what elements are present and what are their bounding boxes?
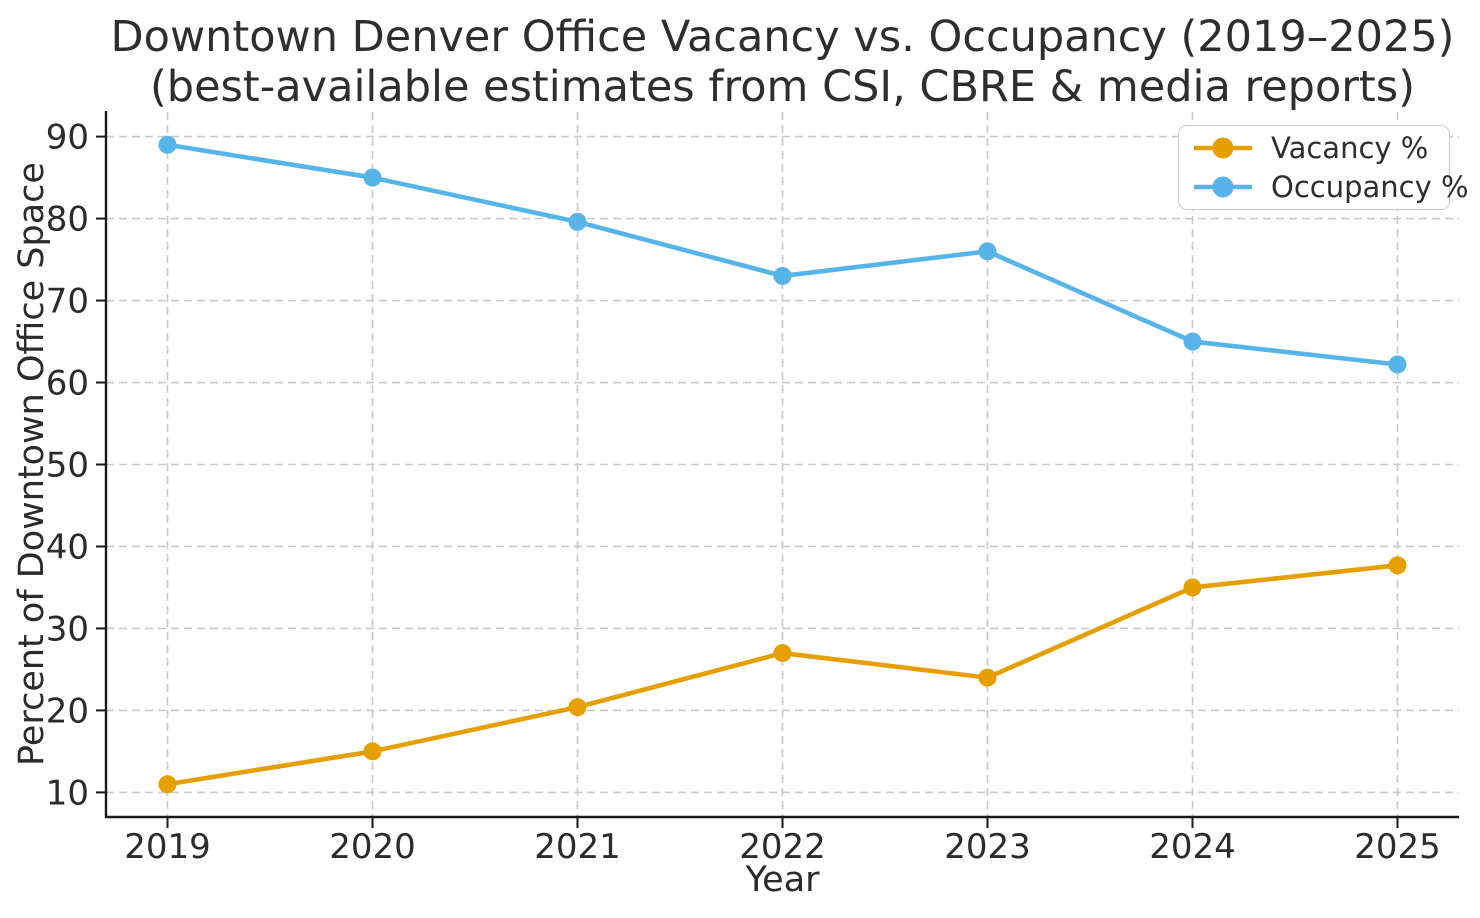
data-point-1 (1183, 332, 1202, 351)
x-tick-label: 2019 (124, 827, 211, 867)
chart-title-line2: (best-available estimates from CSI, CBRE… (150, 62, 1415, 113)
data-point-1 (568, 212, 587, 231)
x-axis-label: Year (745, 860, 820, 900)
legend: Vacancy % Occupancy % (1178, 125, 1469, 210)
legend-line-marker-icon (1194, 137, 1252, 159)
data-point-0 (1183, 578, 1202, 597)
x-tick-label: 2025 (1354, 827, 1441, 867)
data-point-1 (363, 168, 382, 187)
data-point-0 (158, 775, 177, 794)
y-tick-label: 50 (46, 446, 89, 486)
chart-title-line1: Downtown Denver Office Vacancy vs. Occup… (110, 12, 1455, 62)
y-tick-label: 70 (46, 282, 89, 322)
legend-marker-sample (1212, 137, 1234, 159)
y-tick-label: 80 (46, 200, 89, 240)
x-tick-label: 2020 (329, 827, 416, 867)
y-tick-label: 90 (46, 118, 89, 158)
x-tick-label: 2022 (739, 827, 826, 867)
y-tick-label: 60 (46, 364, 89, 404)
data-point-1 (1388, 355, 1407, 374)
legend-line-marker-icon (1194, 176, 1252, 198)
data-point-0 (978, 668, 997, 687)
data-point-0 (568, 698, 587, 717)
data-point-0 (1388, 556, 1407, 575)
data-point-0 (363, 742, 382, 761)
legend-label-occupancy: Occupancy % (1271, 170, 1469, 204)
data-point-1 (158, 135, 177, 154)
legend-marker-sample (1212, 176, 1234, 198)
data-point-1 (978, 242, 997, 261)
legend-item-vacancy: Vacancy % (1191, 131, 1437, 165)
legend-item-occupancy: Occupancy % (1191, 170, 1469, 204)
x-tick-label: 2024 (1149, 827, 1236, 867)
data-point-1 (773, 266, 792, 285)
y-tick-label: 40 (46, 527, 89, 567)
y-tick-label: 30 (46, 609, 89, 649)
y-axis-label: Percent of Downtown Office Space (12, 162, 52, 766)
data-point-0 (773, 644, 792, 663)
y-tick-label: 10 (46, 773, 89, 813)
y-tick-label: 20 (46, 691, 89, 731)
chart-title: Downtown Denver Office Vacancy vs. Occup… (106, 12, 1459, 113)
legend-label-vacancy: Vacancy % (1271, 131, 1429, 165)
x-tick-label: 2021 (534, 827, 621, 867)
x-tick-label: 2023 (944, 827, 1031, 867)
